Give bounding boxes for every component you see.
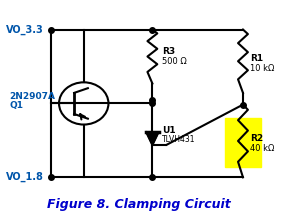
Text: 500 Ω: 500 Ω	[162, 57, 187, 66]
Text: VO_3.3: VO_3.3	[6, 24, 43, 35]
Text: 2N2907A: 2N2907A	[10, 92, 56, 101]
Text: U1: U1	[162, 126, 176, 135]
Text: R3: R3	[162, 47, 175, 56]
Polygon shape	[146, 132, 158, 145]
Text: 40 kΩ: 40 kΩ	[250, 144, 274, 153]
Text: R2: R2	[250, 134, 263, 143]
FancyBboxPatch shape	[225, 117, 261, 167]
Text: VO_1.8: VO_1.8	[6, 172, 43, 183]
Text: Q1: Q1	[10, 101, 24, 110]
Text: TLVH431: TLVH431	[162, 135, 196, 144]
Text: R1: R1	[250, 54, 263, 63]
Text: 10 kΩ: 10 kΩ	[250, 64, 274, 73]
Text: Figure 8. Clamping Circuit: Figure 8. Clamping Circuit	[47, 198, 230, 211]
